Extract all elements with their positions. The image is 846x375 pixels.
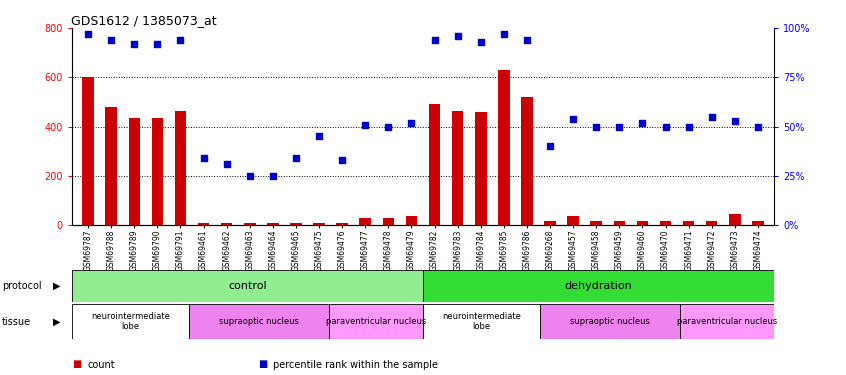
Text: ■: ■ [258, 360, 267, 369]
Text: protocol: protocol [2, 281, 41, 291]
Bar [72, 270, 423, 302]
Bar [313, 223, 325, 225]
Text: paraventricular nucleus: paraventricular nucleus [677, 317, 777, 326]
Point [151, 41, 164, 47]
Bar [423, 304, 540, 339]
Point [382, 124, 395, 130]
Bar [151, 118, 163, 225]
Point [335, 157, 349, 163]
Point [566, 116, 580, 122]
Bar [752, 220, 764, 225]
Text: paraventricular nucleus: paraventricular nucleus [326, 317, 426, 326]
Point [590, 124, 603, 130]
Point [173, 37, 187, 43]
Bar [244, 223, 255, 225]
Bar [382, 218, 394, 225]
Bar [521, 97, 533, 225]
Bar [290, 223, 302, 225]
Point [635, 120, 649, 126]
Text: percentile rank within the sample: percentile rank within the sample [273, 360, 438, 369]
Bar [129, 118, 140, 225]
Bar [267, 223, 278, 225]
Text: supraoptic nucleus: supraoptic nucleus [219, 317, 299, 326]
Bar [82, 77, 94, 225]
Bar [360, 217, 371, 225]
Point [220, 161, 233, 167]
Bar [329, 304, 423, 339]
Point [197, 155, 211, 161]
Text: supraoptic nucleus: supraoptic nucleus [570, 317, 651, 326]
Point [497, 31, 511, 37]
Text: ▶: ▶ [53, 316, 61, 327]
Bar [540, 304, 680, 339]
Bar [174, 111, 186, 225]
Text: count: count [87, 360, 115, 369]
Text: control: control [228, 281, 266, 291]
Bar [106, 107, 117, 225]
Bar [637, 220, 648, 225]
Text: ▶: ▶ [53, 281, 61, 291]
Point [243, 173, 256, 179]
Point [705, 114, 718, 120]
Point [404, 120, 418, 126]
Point [104, 37, 118, 43]
Point [682, 124, 695, 130]
Bar [475, 112, 486, 225]
Bar [189, 304, 329, 339]
Bar [568, 216, 579, 225]
Bar [680, 304, 774, 339]
Bar [198, 222, 209, 225]
Text: neurointermediate
lobe: neurointermediate lobe [91, 312, 170, 331]
Bar [429, 104, 440, 225]
Bar [452, 111, 464, 225]
Bar [406, 216, 417, 225]
Bar [591, 220, 602, 225]
Point [543, 143, 557, 149]
Bar [729, 214, 740, 225]
Point [728, 118, 742, 124]
Point [289, 155, 303, 161]
Point [428, 37, 442, 43]
Bar [72, 304, 189, 339]
Point [659, 124, 673, 130]
Point [128, 41, 141, 47]
Point [474, 39, 487, 45]
Text: GDS1612 / 1385073_at: GDS1612 / 1385073_at [71, 14, 217, 27]
Text: tissue: tissue [2, 316, 30, 327]
Text: dehydration: dehydration [564, 281, 633, 291]
Point [520, 37, 534, 43]
Point [266, 173, 280, 179]
Point [613, 124, 626, 130]
Bar [544, 220, 556, 225]
Bar [498, 70, 509, 225]
Point [451, 33, 464, 39]
Bar [337, 223, 348, 225]
Point [312, 134, 326, 140]
Bar [221, 222, 233, 225]
Bar [613, 220, 625, 225]
Bar [423, 270, 774, 302]
Point [359, 122, 372, 128]
Text: ■: ■ [72, 360, 81, 369]
Bar [683, 220, 695, 225]
Point [81, 31, 95, 37]
Text: neurointermediate
lobe: neurointermediate lobe [442, 312, 521, 331]
Point [751, 124, 765, 130]
Bar [660, 220, 672, 225]
Bar [706, 220, 717, 225]
